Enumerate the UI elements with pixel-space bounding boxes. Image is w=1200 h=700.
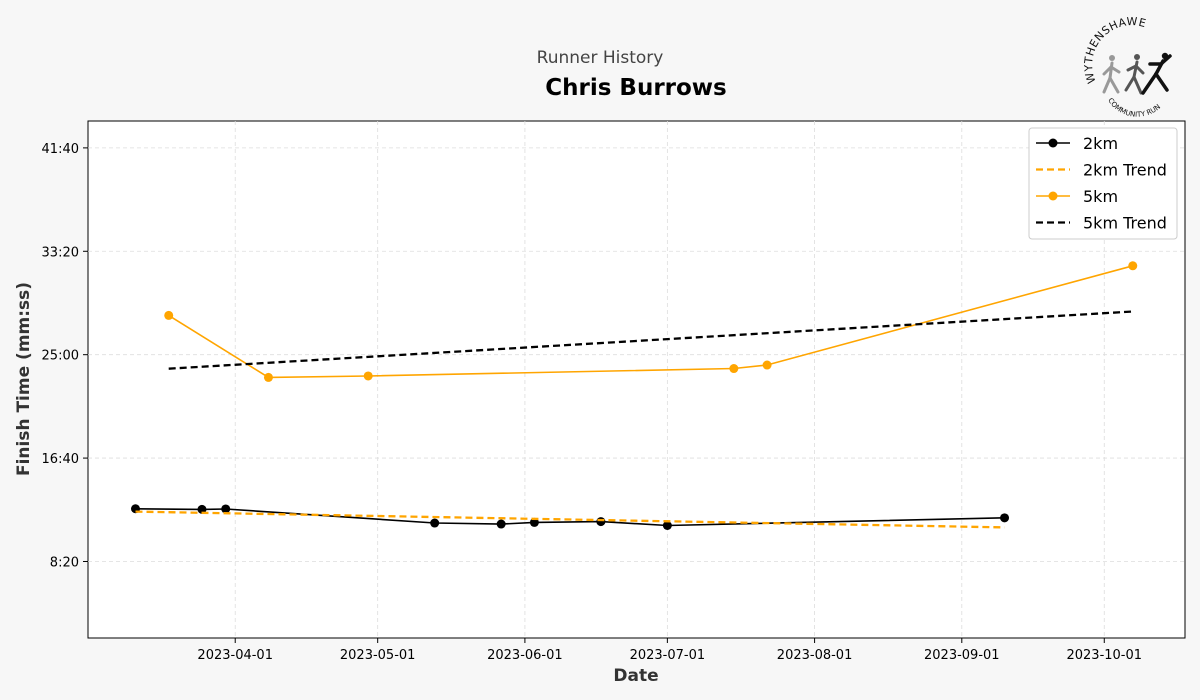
logo-subtext: COMMUNITY RUN bbox=[1106, 97, 1162, 119]
series-2km-point bbox=[496, 519, 506, 529]
series-5km-line bbox=[168, 265, 1134, 379]
x-tick-label: 2023-05-01 bbox=[340, 648, 416, 663]
runner-figure-mid bbox=[1124, 54, 1145, 95]
runner-figure-dark bbox=[1141, 52, 1172, 95]
y-axis-label: Finish Time (mm:ss) bbox=[14, 282, 34, 476]
chart-title: Chris Burrows bbox=[545, 75, 727, 101]
series-2km-point bbox=[529, 517, 539, 527]
svg-text:COMMUNITY RUN: COMMUNITY RUN bbox=[1106, 97, 1162, 119]
y-tick-label: 16:40 bbox=[42, 452, 79, 467]
series-5km-point bbox=[363, 371, 373, 381]
series-5km-point bbox=[1128, 261, 1138, 271]
legend-5km-trend-label: 5km Trend bbox=[1083, 214, 1167, 233]
series-2km-point bbox=[221, 504, 231, 514]
x-axis-label: Date bbox=[613, 666, 658, 686]
series-2km-trend-line bbox=[135, 510, 1005, 529]
series-layer bbox=[130, 261, 1138, 531]
series-5km-point bbox=[762, 360, 772, 370]
series-2km-point bbox=[197, 504, 207, 514]
y-tick-label: 33:20 bbox=[42, 245, 79, 260]
legend: 2km 2km Trend 5km 5km Trend bbox=[1028, 127, 1178, 240]
x-tick-label: 2023-08-01 bbox=[777, 648, 853, 663]
series-5km-point bbox=[263, 372, 273, 382]
legend-2km-marker bbox=[1048, 138, 1058, 148]
x-tick-label: 2023-06-01 bbox=[487, 648, 563, 663]
y-tick-label: 41:40 bbox=[42, 142, 79, 157]
x-axis-ticks: 2023-04-01 2023-05-01 2023-06-01 2023-07-01… bbox=[197, 638, 1142, 663]
series-2km-point bbox=[596, 517, 606, 527]
x-tick-label: 2023-04-01 bbox=[197, 648, 273, 663]
series-2km-point bbox=[1000, 513, 1010, 523]
x-tick-label: 2023-09-01 bbox=[924, 648, 1000, 663]
legend-box bbox=[1028, 127, 1178, 240]
wythenshawe-logo: WYTHENSHAWE COMMUNITY RUN bbox=[1082, 15, 1172, 119]
grid-lines bbox=[88, 121, 1185, 638]
svg-text:WYTHENSHAWE: WYTHENSHAWE bbox=[1082, 15, 1148, 85]
chart-subtitle: Runner History bbox=[537, 48, 664, 68]
legend-5km-label: 5km bbox=[1083, 187, 1118, 206]
series-5km-point bbox=[729, 364, 739, 374]
legend-2km-label: 2km bbox=[1083, 134, 1118, 153]
series-5km-trend-line bbox=[168, 310, 1133, 370]
legend-2km-trend-label: 2km Trend bbox=[1083, 161, 1167, 180]
legend-5km-marker bbox=[1048, 191, 1058, 201]
runner-figure-light bbox=[1102, 55, 1121, 94]
x-tick-label: 2023-07-01 bbox=[630, 648, 706, 663]
series-2km-point bbox=[662, 521, 672, 531]
plot-area bbox=[87, 120, 1186, 639]
series-5km-point bbox=[164, 310, 174, 320]
logo-text: WYTHENSHAWE bbox=[1082, 15, 1147, 85]
y-tick-label: 25:00 bbox=[42, 349, 79, 364]
y-tick-label: 8:20 bbox=[50, 555, 79, 570]
y-axis-ticks: 8:20 16:40 25:00 33:20 41:40 bbox=[42, 142, 88, 570]
x-tick-label: 2023-10-01 bbox=[1066, 648, 1142, 663]
series-2km-point bbox=[430, 518, 440, 528]
